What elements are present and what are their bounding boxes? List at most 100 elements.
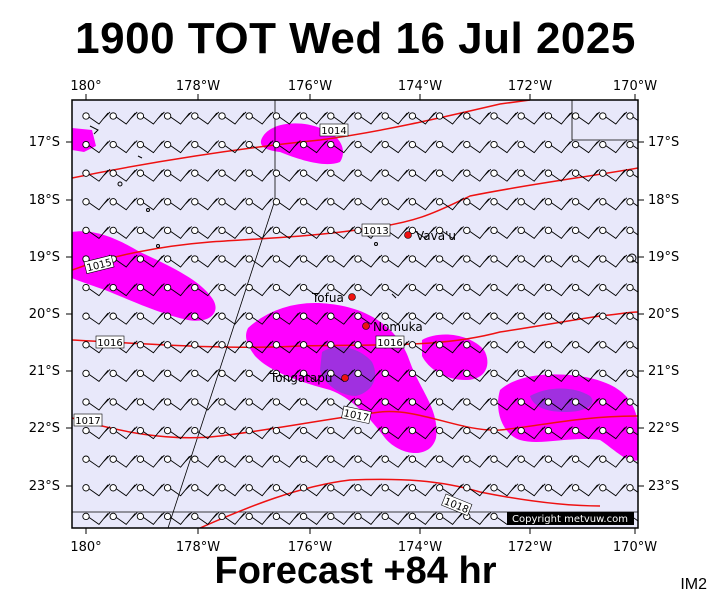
wind-barb bbox=[517, 283, 546, 297]
wind-barb bbox=[299, 283, 328, 297]
wind-barb bbox=[571, 168, 600, 182]
wind-barb bbox=[327, 426, 356, 440]
wind-barb bbox=[191, 283, 220, 297]
wind-barb bbox=[517, 168, 546, 182]
wind-barb bbox=[599, 283, 628, 297]
wind-barb bbox=[517, 140, 546, 154]
wind-barb bbox=[245, 311, 274, 325]
wind-barb bbox=[218, 226, 247, 240]
wind-barb bbox=[163, 483, 192, 497]
wind-barb bbox=[163, 197, 192, 211]
lat-label: 18°S bbox=[648, 193, 679, 208]
wind-barb bbox=[191, 369, 220, 383]
lon-label: 172°W bbox=[508, 540, 552, 555]
wind-barb bbox=[299, 483, 328, 497]
wind-barb bbox=[408, 168, 437, 182]
wind-barb bbox=[463, 140, 492, 154]
wind-barb bbox=[299, 454, 328, 468]
wind-barb bbox=[163, 426, 192, 440]
wind-barb bbox=[245, 168, 274, 182]
wind-barb bbox=[435, 454, 464, 468]
wind-barb bbox=[136, 397, 165, 411]
wind-barb bbox=[435, 254, 464, 268]
wind-barb bbox=[463, 311, 492, 325]
wind-barb bbox=[544, 397, 573, 411]
wind-barb bbox=[408, 254, 437, 268]
place-marker-tongatapu bbox=[341, 374, 349, 382]
wind-barb bbox=[354, 254, 383, 268]
wind-barb bbox=[544, 369, 573, 383]
wind-barb bbox=[599, 140, 628, 154]
wind-barb bbox=[136, 483, 165, 497]
wind-barb bbox=[82, 283, 111, 297]
wind-barb bbox=[381, 426, 410, 440]
wind-barb bbox=[327, 454, 356, 468]
wind-barb bbox=[490, 283, 519, 297]
wind-barb bbox=[327, 197, 356, 211]
wind-barb bbox=[191, 454, 220, 468]
wind-barb bbox=[354, 483, 383, 497]
wind-barb bbox=[191, 340, 220, 354]
map-title: 1900 TOT Wed 16 Jul 2025 bbox=[75, 14, 636, 63]
wind-barb bbox=[599, 340, 628, 354]
wind-barb bbox=[435, 168, 464, 182]
wind-barb bbox=[408, 426, 437, 440]
wind-barb bbox=[109, 426, 138, 440]
isobar-label: 1014 bbox=[319, 123, 349, 137]
wind-barb bbox=[299, 197, 328, 211]
wind-barb bbox=[82, 512, 111, 526]
wind-barb bbox=[109, 311, 138, 325]
wind-barb bbox=[571, 283, 600, 297]
wind-barb bbox=[517, 340, 546, 354]
wind-barb bbox=[109, 111, 138, 125]
wind-barb bbox=[354, 311, 383, 325]
wind-barb bbox=[571, 140, 600, 154]
wind-barb bbox=[626, 455, 638, 465]
svg-text:1016: 1016 bbox=[97, 338, 122, 349]
wind-barb bbox=[327, 168, 356, 182]
wind-barb bbox=[354, 397, 383, 411]
wind-barb bbox=[571, 226, 600, 240]
wind-barb bbox=[463, 168, 492, 182]
wind-barb bbox=[435, 340, 464, 354]
wind-barb bbox=[82, 483, 111, 497]
wind-barb bbox=[408, 111, 437, 125]
lon-label: 174°W bbox=[398, 540, 442, 555]
wind-barb bbox=[327, 340, 356, 354]
wind-barb bbox=[109, 397, 138, 411]
wind-barb bbox=[272, 512, 301, 526]
wind-barb bbox=[544, 168, 573, 182]
wind-barb bbox=[109, 168, 138, 182]
wind-barb bbox=[463, 226, 492, 240]
wind-barb bbox=[544, 426, 573, 440]
wind-barb bbox=[163, 140, 192, 154]
wind-barb bbox=[245, 283, 274, 297]
wind-barb bbox=[136, 226, 165, 240]
wind-barb bbox=[136, 311, 165, 325]
wind-barb bbox=[191, 197, 220, 211]
wind-barb bbox=[299, 311, 328, 325]
wind-barb bbox=[435, 483, 464, 497]
wind-barb bbox=[136, 340, 165, 354]
wind-barb bbox=[517, 397, 546, 411]
wind-barb bbox=[626, 426, 638, 436]
wind-barb bbox=[571, 426, 600, 440]
wind-barb bbox=[517, 311, 546, 325]
wind-barb bbox=[218, 254, 247, 268]
wind-barb bbox=[435, 226, 464, 240]
wind-barb bbox=[517, 369, 546, 383]
wind-barb bbox=[571, 454, 600, 468]
wind-barb bbox=[109, 369, 138, 383]
wind-barb bbox=[435, 397, 464, 411]
wind-barb bbox=[163, 369, 192, 383]
wind-barb bbox=[109, 140, 138, 154]
wind-barb bbox=[599, 197, 628, 211]
wind-barb bbox=[299, 397, 328, 411]
wind-barb bbox=[408, 283, 437, 297]
wind-barb bbox=[381, 283, 410, 297]
svg-text:1017: 1017 bbox=[75, 416, 100, 427]
wind-barb bbox=[571, 369, 600, 383]
product-code: IM2 bbox=[680, 576, 707, 593]
wind-barb bbox=[381, 397, 410, 411]
